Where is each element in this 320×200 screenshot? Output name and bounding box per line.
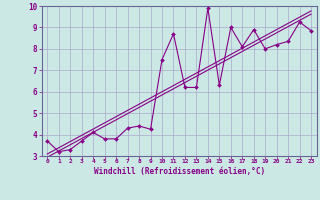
X-axis label: Windchill (Refroidissement éolien,°C): Windchill (Refroidissement éolien,°C): [94, 167, 265, 176]
